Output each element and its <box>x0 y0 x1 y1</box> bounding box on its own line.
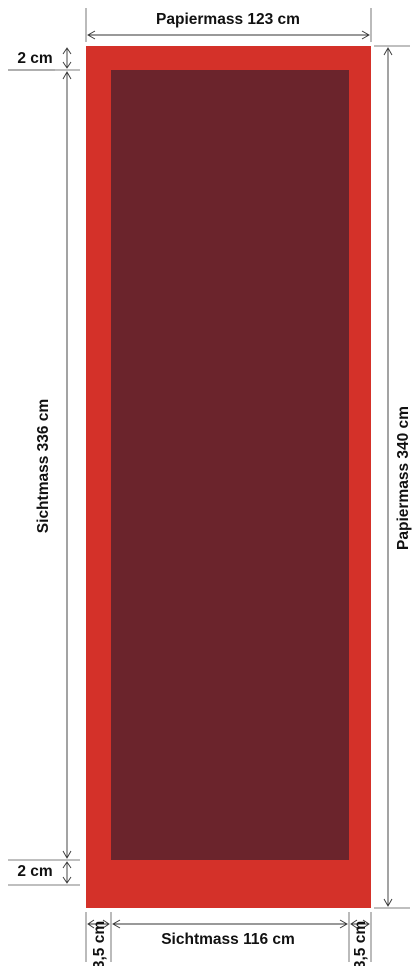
visible-height-label: Sichtmass 336 cm <box>35 399 52 533</box>
paper-width-dimension: Papiermass 123 cm <box>85 8 372 42</box>
top-margin-label: 2 cm <box>17 50 52 67</box>
visible-width-dimension: Sichtmass 116 cm <box>112 919 348 948</box>
paper-height-label: Papiermass 340 cm <box>395 406 412 550</box>
bottom-margin-dimension: 2 cm <box>8 859 80 886</box>
right-margin-label: 3,5 cm <box>352 921 369 966</box>
bottom-margin-label: 2 cm <box>17 863 52 880</box>
right-margin-dimension: 3,5 cm <box>348 912 372 966</box>
visible-width-label: Sichtmass 116 cm <box>161 931 295 948</box>
paper-height-dimension: Papiermass 340 cm <box>374 45 412 909</box>
left-margin-label: 3,5 cm <box>91 921 108 966</box>
visible-height-dimension: Sichtmass 336 cm <box>35 71 72 859</box>
visible-area <box>111 70 349 860</box>
top-margin-dimension: 2 cm <box>8 47 80 71</box>
left-margin-dimension: 3,5 cm <box>85 912 112 966</box>
paper-width-label: Papiermass 123 cm <box>156 11 300 28</box>
